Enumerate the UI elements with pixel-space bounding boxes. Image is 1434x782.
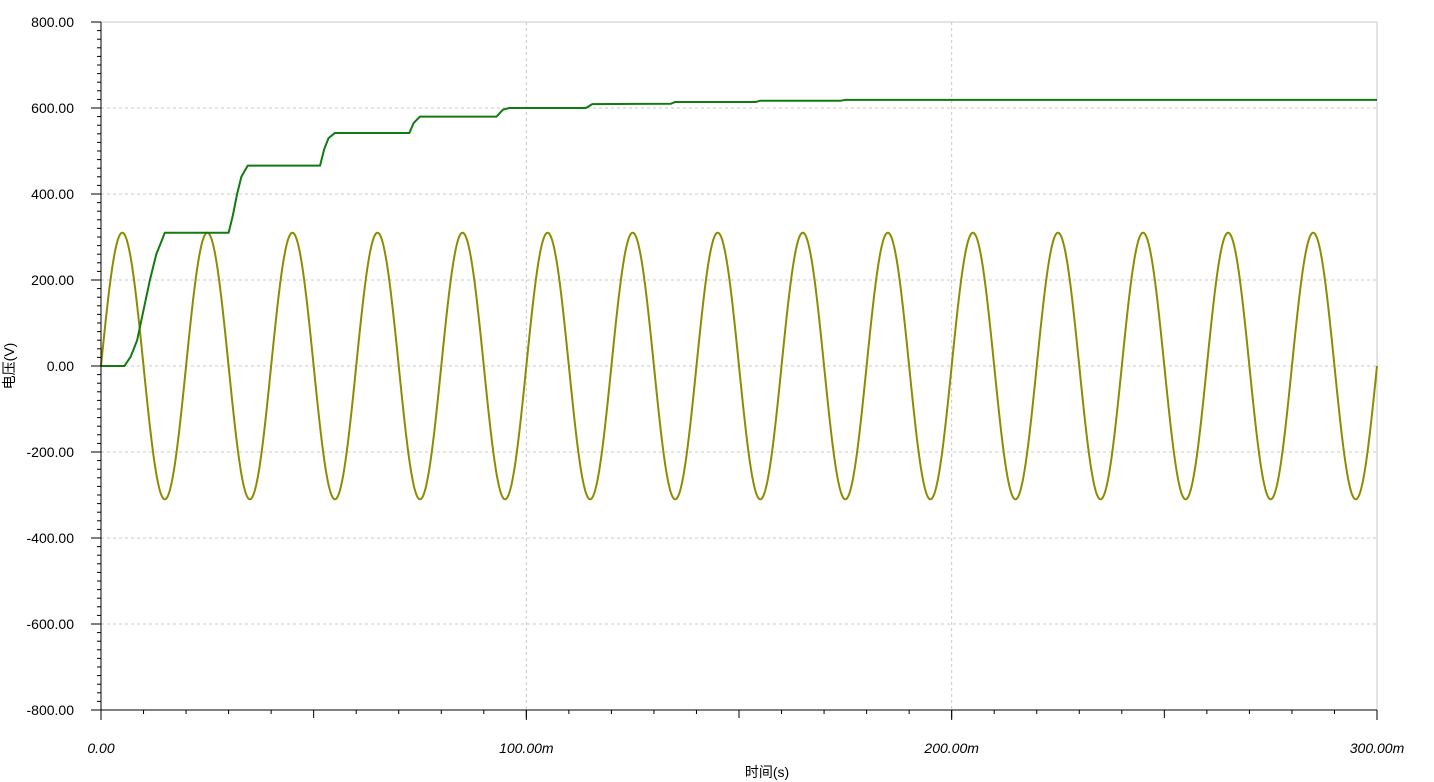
y-tick-label: 0.00 (47, 358, 74, 374)
y-tick-label: 400.00 (31, 186, 74, 202)
y-axis-label: 电压(V) (1, 343, 17, 390)
y-tick-label: -200.00 (27, 444, 75, 460)
x-tick-label: 100.00m (499, 740, 554, 756)
axes (91, 21, 1378, 720)
y-tick-label: -800.00 (27, 702, 75, 718)
series-group (100, 98, 1378, 501)
series-line-0 (100, 231, 1378, 501)
y-tick-label: -400.00 (27, 530, 75, 546)
x-axis-label: 时间(s) (745, 764, 789, 780)
tick-labels: 800.00 600.00 400.00 200.00 0.00 -200.00 -400.… (27, 14, 1405, 756)
y-tick-label: -600.00 (27, 616, 75, 632)
y-tick-label: 600.00 (31, 100, 74, 116)
y-tick-label: 800.00 (31, 14, 74, 30)
x-tick-label: 0.00 (87, 740, 114, 756)
y-tick-label: 200.00 (31, 272, 74, 288)
series-line-1 (101, 98, 1377, 367)
x-tick-label: 300.00m (1350, 740, 1405, 756)
x-tick-label: 200.00m (923, 740, 979, 756)
